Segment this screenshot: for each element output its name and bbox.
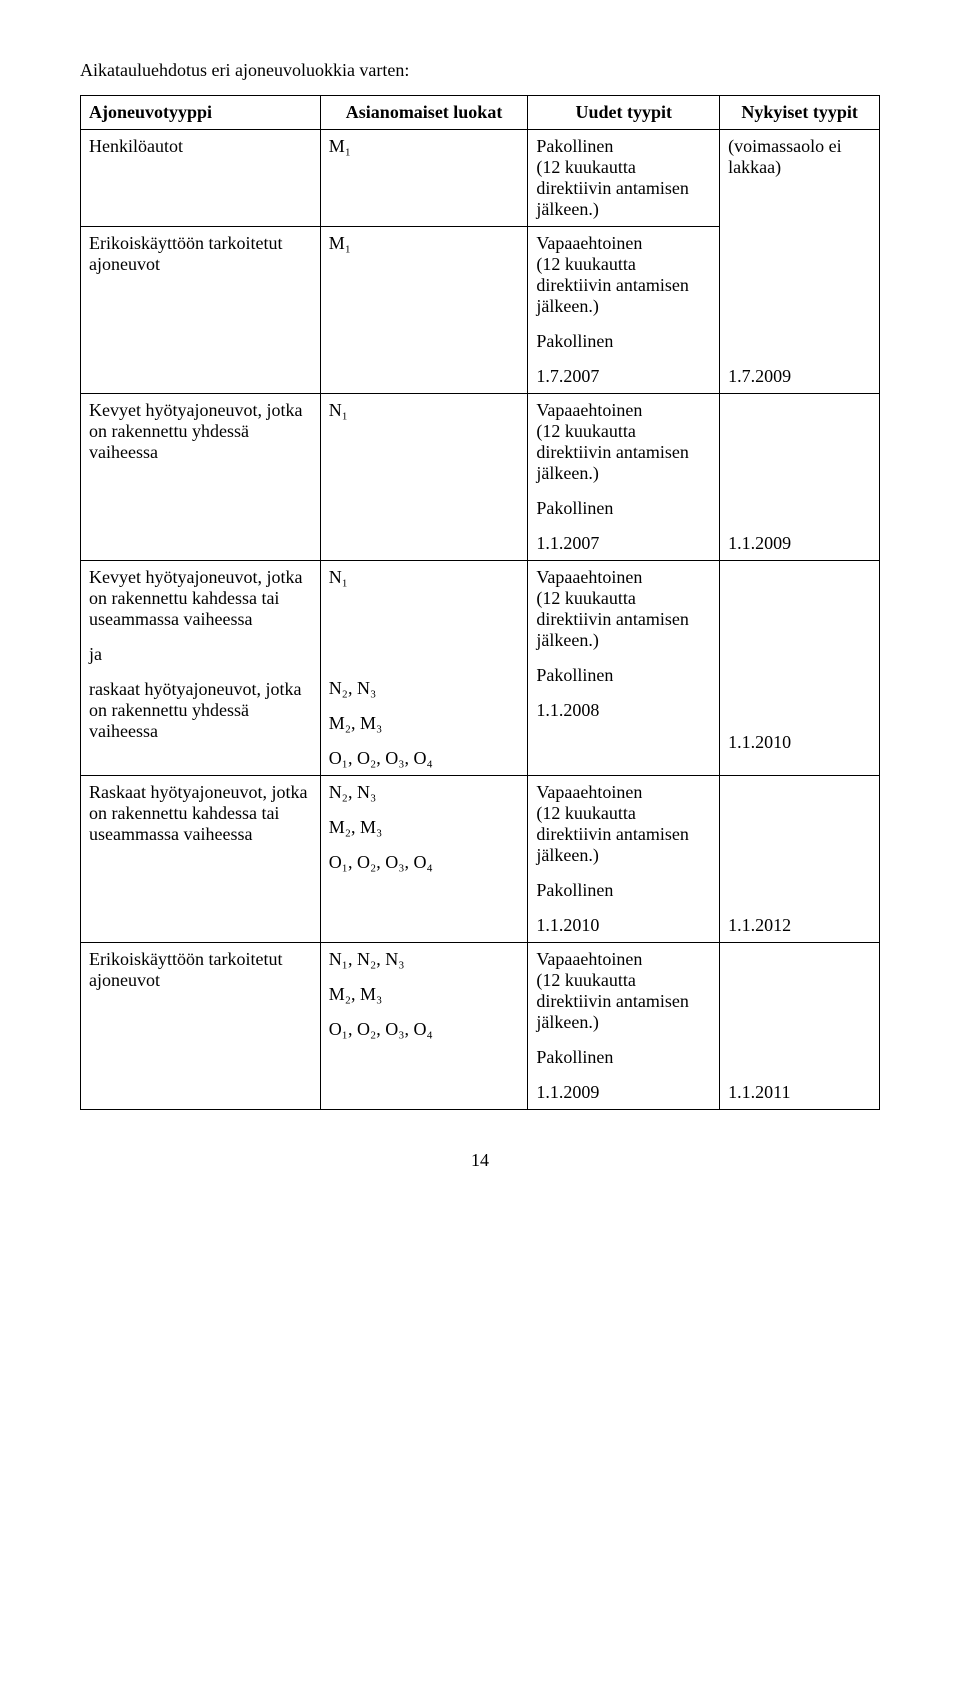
cell-new-types: Pakollinen (12 kuukautta direktiivin ant…	[528, 130, 720, 227]
text-block: Vapaaehtoinen (12 kuukautta direktiivin …	[536, 567, 711, 651]
cell-new-types: Vapaaehtoinen (12 kuukautta direktiivin …	[528, 943, 720, 1110]
cell-vehicle-type: Raskaat hyötyajoneuvot, jotka on rakenne…	[81, 776, 321, 943]
text-block: 1.1.2007	[536, 533, 711, 554]
text-block: 1.7.2009	[728, 366, 871, 387]
text-block: Vapaaehtoinen (12 kuukautta direktiivin …	[536, 949, 711, 1033]
text-block: N₁	[329, 567, 520, 588]
text-block: 1.7.2007	[536, 366, 711, 387]
table-header-row: Ajoneuvotyyppi Asianomaiset luokat Uudet…	[81, 96, 880, 130]
text-block: O₁, O₂, O₃, O₄	[329, 852, 520, 873]
text-block: Vapaaehtoinen (12 kuukautta direktiivin …	[536, 400, 711, 484]
text-block: ja	[89, 644, 312, 665]
cell-new-types: Vapaaehtoinen (12 kuukautta direktiivin …	[528, 394, 720, 561]
text-block: O₁, O₂, O₃, O₄	[329, 748, 520, 769]
text-block: Pakollinen	[536, 880, 711, 901]
header-current-types: Nykyiset tyypit	[720, 96, 880, 130]
cell-current-types: 1.7.2009	[720, 227, 880, 394]
text-block: 1.1.2011	[728, 1082, 871, 1103]
document-title: Aikatauluehdotus eri ajoneuvoluokkia var…	[80, 60, 880, 81]
text-block: N₂, N₃	[329, 678, 520, 699]
text-block: Pakollinen	[536, 331, 711, 352]
cell-current-types: (voimassaolo ei lakkaa)	[720, 130, 880, 227]
header-vehicle-type: Ajoneuvotyyppi	[81, 96, 321, 130]
text-block: Pakollinen	[536, 665, 711, 686]
cell-classes: M₁	[320, 130, 528, 227]
header-classes: Asianomaiset luokat	[320, 96, 528, 130]
text-block: 1.1.2012	[728, 915, 871, 936]
text-block: raskaat hyötyajoneuvot, jotka on rakenne…	[89, 679, 312, 742]
cell-current-types: 1.1.2009	[720, 394, 880, 561]
cell-vehicle-type: Erikoiskäyttöön tarkoitetut ajoneuvot	[81, 227, 321, 394]
text-block: M₂, M₃	[329, 817, 520, 838]
cell-classes: N₂, N₃ M₂, M₃ O₁, O₂, O₃, O₄	[320, 776, 528, 943]
cell-new-types: Vapaaehtoinen (12 kuukautta direktiivin …	[528, 776, 720, 943]
text-block: Kevyet hyötyajoneuvot, jotka on rakennet…	[89, 567, 312, 630]
cell-vehicle-type: Kevyet hyötyajoneuvot, jotka on rakennet…	[81, 394, 321, 561]
cell-vehicle-type: Kevyet hyötyajoneuvot, jotka on rakennet…	[81, 561, 321, 776]
cell-classes: M₁	[320, 227, 528, 394]
text-block: O₁, O₂, O₃, O₄	[329, 1019, 520, 1040]
cell-new-types: Vapaaehtoinen (12 kuukautta direktiivin …	[528, 561, 720, 776]
table-row: Kevyet hyötyajoneuvot, jotka on rakennet…	[81, 394, 880, 561]
cell-current-types: 1.1.2012	[720, 776, 880, 943]
text-block: 1.1.2009	[728, 533, 871, 554]
table-row: Kevyet hyötyajoneuvot, jotka on rakennet…	[81, 561, 880, 776]
text-block: 1.1.2008	[536, 700, 711, 721]
text-block: Vapaaehtoinen (12 kuukautta direktiivin …	[536, 233, 711, 317]
text-block: N₂, N₃	[329, 782, 520, 803]
cell-vehicle-type: Erikoiskäyttöön tarkoitetut ajoneuvot	[81, 943, 321, 1110]
cell-classes: N₁, N₂, N₃ M₂, M₃ O₁, O₂, O₃, O₄	[320, 943, 528, 1110]
cell-current-types: 1.1.2010	[720, 561, 880, 776]
cell-new-types: Vapaaehtoinen (12 kuukautta direktiivin …	[528, 227, 720, 394]
header-new-types: Uudet tyypit	[528, 96, 720, 130]
cell-current-types: 1.1.2011	[720, 943, 880, 1110]
text-block: N₁, N₂, N₃	[329, 949, 520, 970]
table-row: Erikoiskäyttöön tarkoitetut ajoneuvot N₁…	[81, 943, 880, 1110]
page-number: 14	[80, 1150, 880, 1171]
text-block: Pakollinen	[536, 498, 711, 519]
text-block: M₂, M₃	[329, 713, 520, 734]
schedule-table: Ajoneuvotyyppi Asianomaiset luokat Uudet…	[80, 95, 880, 1110]
text-block: Vapaaehtoinen (12 kuukautta direktiivin …	[536, 782, 711, 866]
table-row: Erikoiskäyttöön tarkoitetut ajoneuvot M₁…	[81, 227, 880, 394]
text-block: M₂, M₃	[329, 984, 520, 1005]
text-block: Pakollinen	[536, 1047, 711, 1068]
text-block: 1.1.2009	[536, 1082, 711, 1103]
table-row: Raskaat hyötyajoneuvot, jotka on rakenne…	[81, 776, 880, 943]
cell-classes: N₁ N₂, N₃ M₂, M₃ O₁, O₂, O₃, O₄	[320, 561, 528, 776]
table-row: Henkilöautot M₁ Pakollinen (12 kuukautta…	[81, 130, 880, 227]
cell-vehicle-type: Henkilöautot	[81, 130, 321, 227]
text-block: 1.1.2010	[728, 732, 871, 753]
cell-classes: N₁	[320, 394, 528, 561]
text-block: 1.1.2010	[536, 915, 711, 936]
